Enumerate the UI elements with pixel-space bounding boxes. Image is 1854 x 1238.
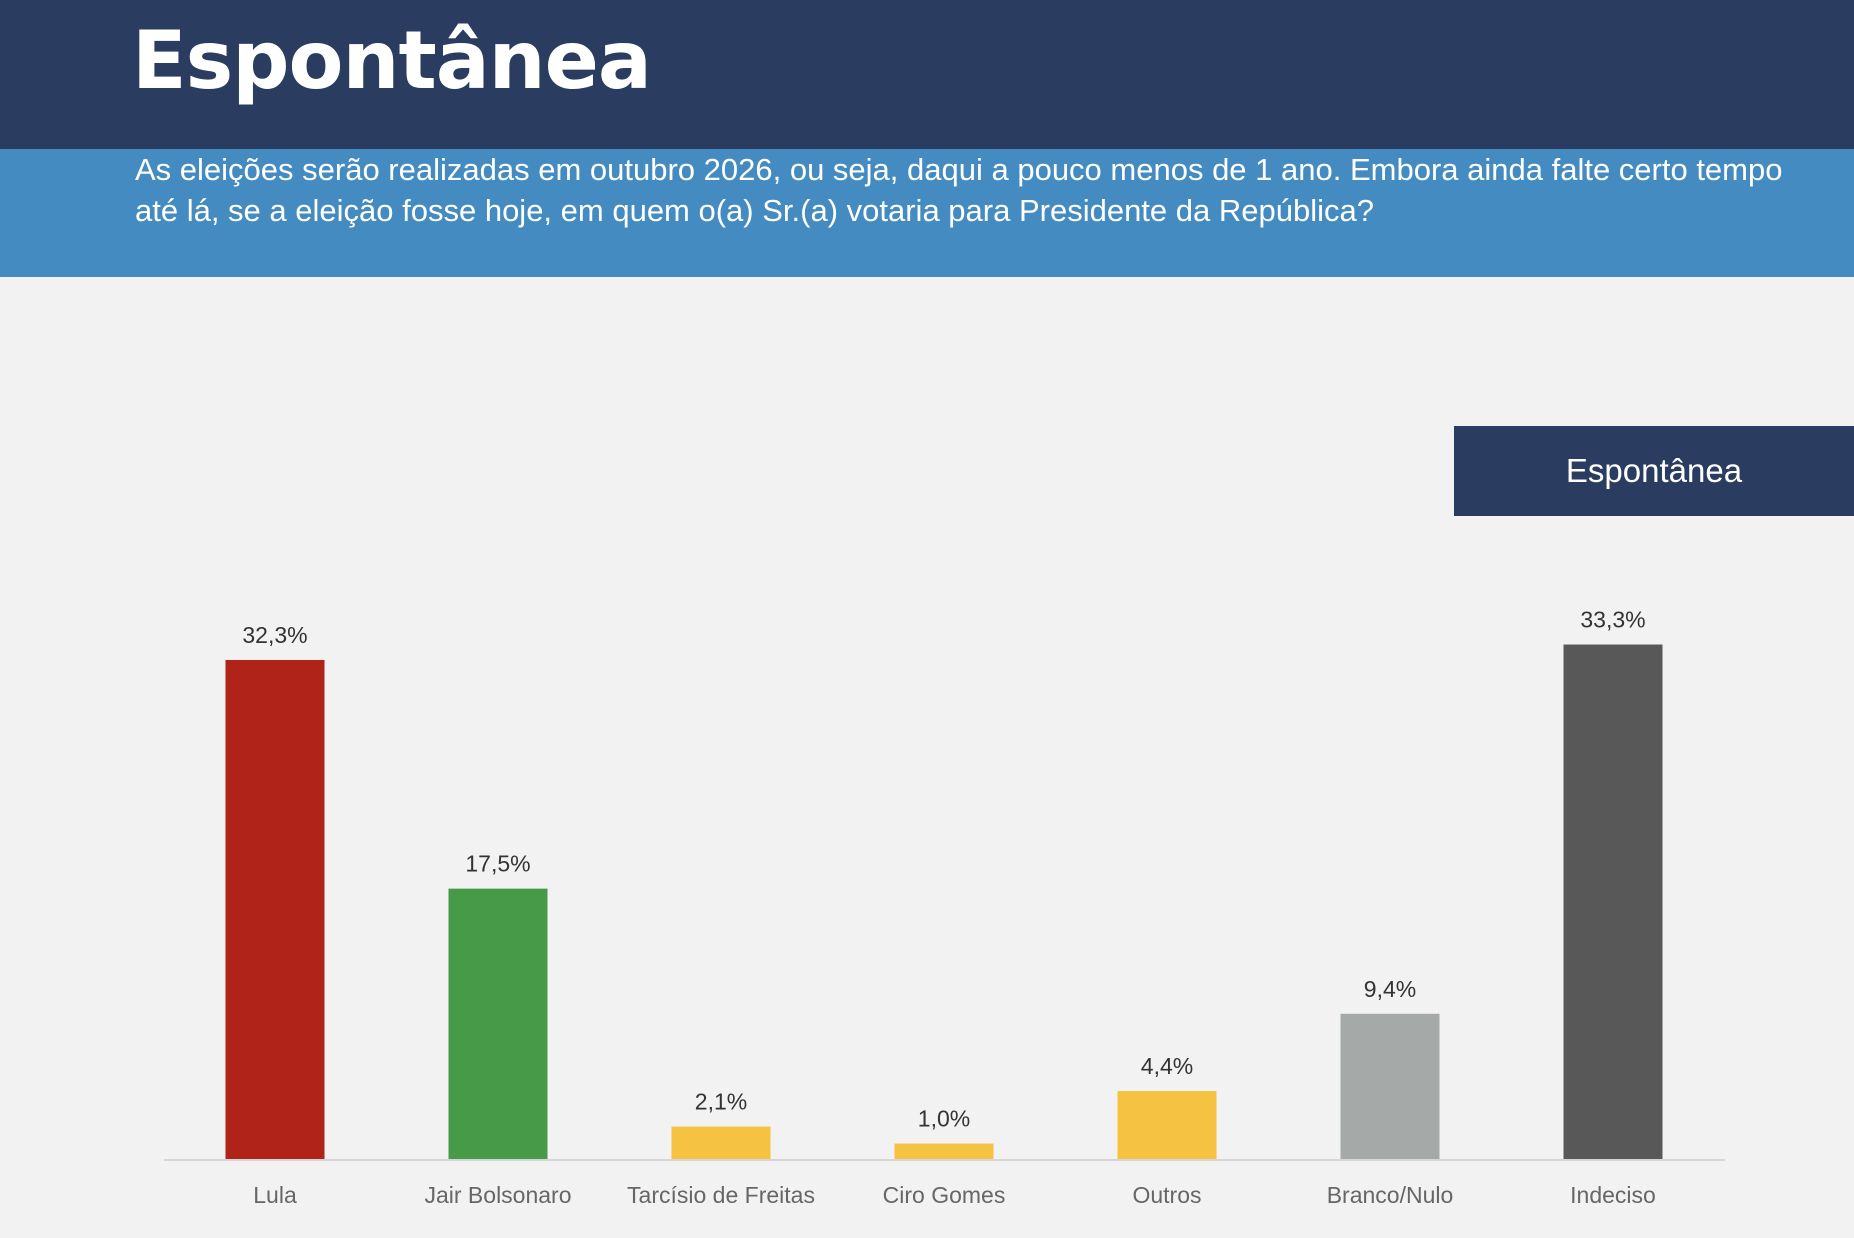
category-label: Jair Bolsonaro xyxy=(424,1182,571,1208)
bar xyxy=(225,659,325,1159)
category-label: Outros xyxy=(1132,1182,1201,1208)
category-label: Branco/Nulo xyxy=(1327,1182,1454,1208)
category-label: Ciro Gomes xyxy=(883,1182,1006,1208)
category-label: Indeciso xyxy=(1570,1182,1656,1208)
bar xyxy=(894,1143,994,1159)
value-label: 1,0% xyxy=(918,1106,970,1132)
value-label: 32,3% xyxy=(242,622,307,648)
category-label: Lula xyxy=(253,1182,297,1208)
bar xyxy=(1340,1013,1440,1159)
category-label: Tarcísio de Freitas xyxy=(627,1182,815,1208)
question-text: As eleições serão realizadas em outubro … xyxy=(135,152,1783,228)
bar xyxy=(448,888,548,1159)
value-label: 9,4% xyxy=(1364,976,1416,1002)
page-title: Espontânea xyxy=(132,14,652,107)
question-band: As eleições serão realizadas em outubro … xyxy=(0,149,1854,277)
legend: Espontânea xyxy=(1454,426,1854,516)
value-label: 33,3% xyxy=(1580,607,1645,633)
bar xyxy=(671,1126,771,1159)
value-label: 2,1% xyxy=(695,1089,747,1115)
value-label: 17,5% xyxy=(465,851,530,877)
value-label: 4,4% xyxy=(1141,1053,1193,1079)
header-band: Espontânea xyxy=(0,0,1854,149)
bar xyxy=(1117,1091,1217,1159)
bar xyxy=(1563,644,1663,1159)
legend-label: Espontânea xyxy=(1565,452,1743,489)
